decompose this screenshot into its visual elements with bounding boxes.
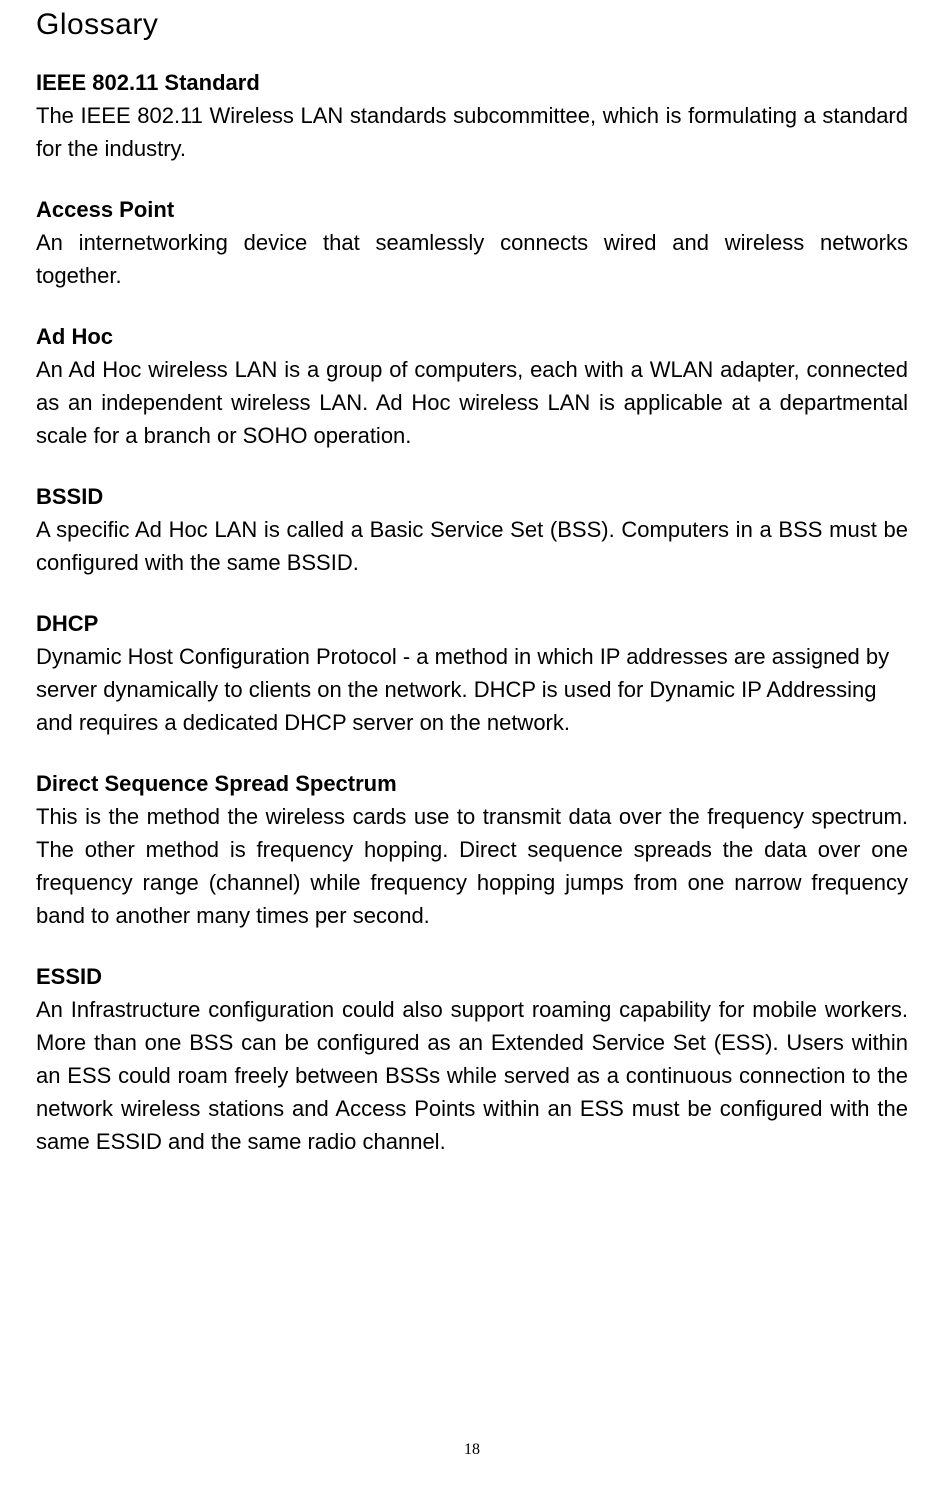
glossary-term: Direct Sequence Spread Spectrum [36,767,908,800]
glossary-entry: BSSIDA specific Ad Hoc LAN is called a B… [36,480,908,579]
glossary-definition: Dynamic Host Configuration Protocol - a … [36,640,908,739]
glossary-term: IEEE 802.11 Standard [36,66,908,99]
glossary-term: Access Point [36,193,908,226]
glossary-definition: An internetworking device that seamlessl… [36,226,908,292]
glossary-definition: An Ad Hoc wireless LAN is a group of com… [36,353,908,452]
page-number: 18 [0,1441,944,1459]
glossary-entry: IEEE 802.11 StandardThe IEEE 802.11 Wire… [36,66,908,165]
glossary-entry: ESSIDAn Infrastructure configuration cou… [36,960,908,1158]
glossary-entry: Direct Sequence Spread SpectrumThis is t… [36,767,908,932]
glossary-definition: The IEEE 802.11 Wireless LAN standards s… [36,99,908,165]
glossary-term: BSSID [36,480,908,513]
page-container: Glossary IEEE 802.11 StandardThe IEEE 80… [0,0,944,1158]
glossary-entry: DHCPDynamic Host Configuration Protocol … [36,607,908,739]
glossary-term: DHCP [36,607,908,640]
glossary-definition: A specific Ad Hoc LAN is called a Basic … [36,513,908,579]
page-title: Glossary [36,8,908,42]
glossary-term: ESSID [36,960,908,993]
glossary-entry: Access PointAn internetworking device th… [36,193,908,292]
glossary-term: Ad Hoc [36,320,908,353]
glossary-entries: IEEE 802.11 StandardThe IEEE 802.11 Wire… [36,66,908,1158]
glossary-definition: An Infrastructure configuration could al… [36,993,908,1158]
glossary-definition: This is the method the wireless cards us… [36,800,908,932]
glossary-entry: Ad HocAn Ad Hoc wireless LAN is a group … [36,320,908,452]
